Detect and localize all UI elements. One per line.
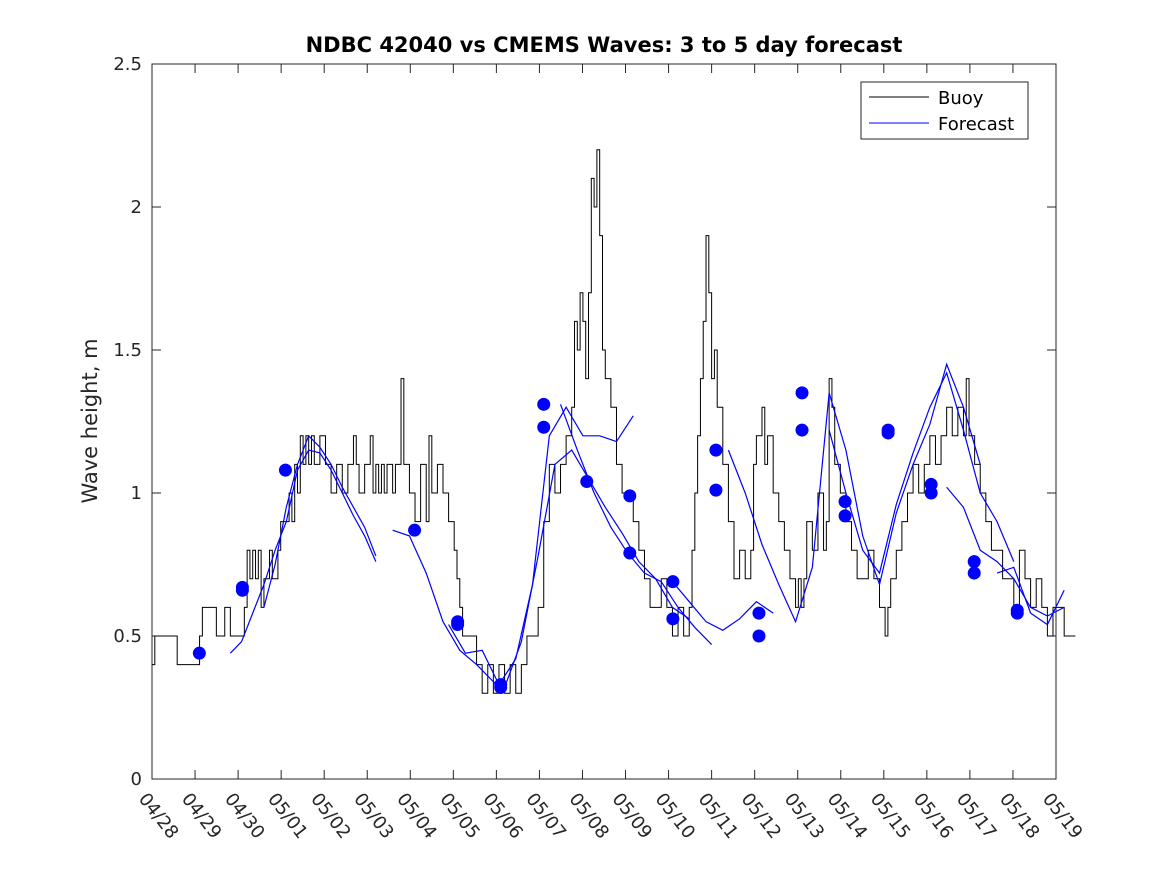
- forecast-marker: [838, 495, 852, 509]
- y-tick-label: 2: [131, 197, 142, 218]
- forecast-line: [229, 449, 377, 654]
- forecast-marker: [666, 575, 680, 589]
- y-tick-label: 0: [131, 769, 142, 790]
- forecast-line: [448, 406, 634, 686]
- legend-box: [860, 81, 1029, 140]
- forecast-marker: [666, 612, 680, 626]
- forecast-marker: [795, 386, 809, 400]
- forecast-marker: [623, 546, 637, 560]
- y-axis: 0 0.5 1 1.5 2 2.5: [113, 54, 1056, 790]
- forecast-marker: [838, 509, 852, 523]
- legend-buoy-label: Buoy: [938, 88, 984, 109]
- forecast-marker: [192, 646, 206, 660]
- y-tick-label: 2.5: [113, 54, 142, 75]
- forecast-marker: [795, 423, 809, 437]
- y-axis-label: Wave height, m: [78, 338, 102, 503]
- buoy-line: [152, 149, 1076, 694]
- forecast-marker: [623, 489, 637, 503]
- forecast-marker: [494, 680, 508, 694]
- forecast-marker: [580, 475, 594, 489]
- forecast-line: [503, 449, 690, 688]
- forecast-marker: [967, 566, 981, 580]
- forecast-marker: [881, 423, 895, 437]
- forecast-line: [828, 371, 1015, 575]
- forecast-marker: [451, 615, 465, 629]
- forecast-marker: [924, 486, 938, 500]
- forecast-marker: [967, 555, 981, 569]
- forecast-line: [559, 404, 713, 645]
- plot-area: [151, 63, 1057, 780]
- buoy-series: [152, 149, 1076, 694]
- forecast-marker: [408, 523, 422, 537]
- y-tick-label: 1.5: [113, 340, 142, 361]
- forecast-marker: [537, 397, 551, 411]
- legend: Buoy Forecast: [860, 81, 1029, 140]
- y-tick-label: 1: [131, 483, 142, 504]
- forecast-marker: [235, 583, 249, 597]
- forecast-line: [727, 362, 981, 624]
- forecast-line: [671, 581, 774, 631]
- forecast-marker: [1010, 606, 1024, 620]
- forecast-marker: [752, 629, 766, 643]
- chart-title: NDBC 42040 vs CMEMS Waves: 3 to 5 day fo…: [306, 33, 903, 57]
- forecast-markers: [192, 386, 1024, 694]
- legend-forecast-label: Forecast: [938, 114, 1014, 135]
- forecast-line: [392, 529, 505, 694]
- forecast-marker: [709, 483, 723, 497]
- forecast-marker: [709, 443, 723, 457]
- plot-frame: [151, 63, 1057, 780]
- forecast-line: [263, 434, 377, 608]
- forecast-line: [996, 566, 1065, 626]
- forecast-series: [229, 362, 1065, 694]
- forecast-marker: [278, 463, 292, 477]
- forecast-marker: [752, 606, 766, 620]
- y-tick-label: 0.5: [113, 626, 142, 647]
- forecast-marker: [537, 420, 551, 434]
